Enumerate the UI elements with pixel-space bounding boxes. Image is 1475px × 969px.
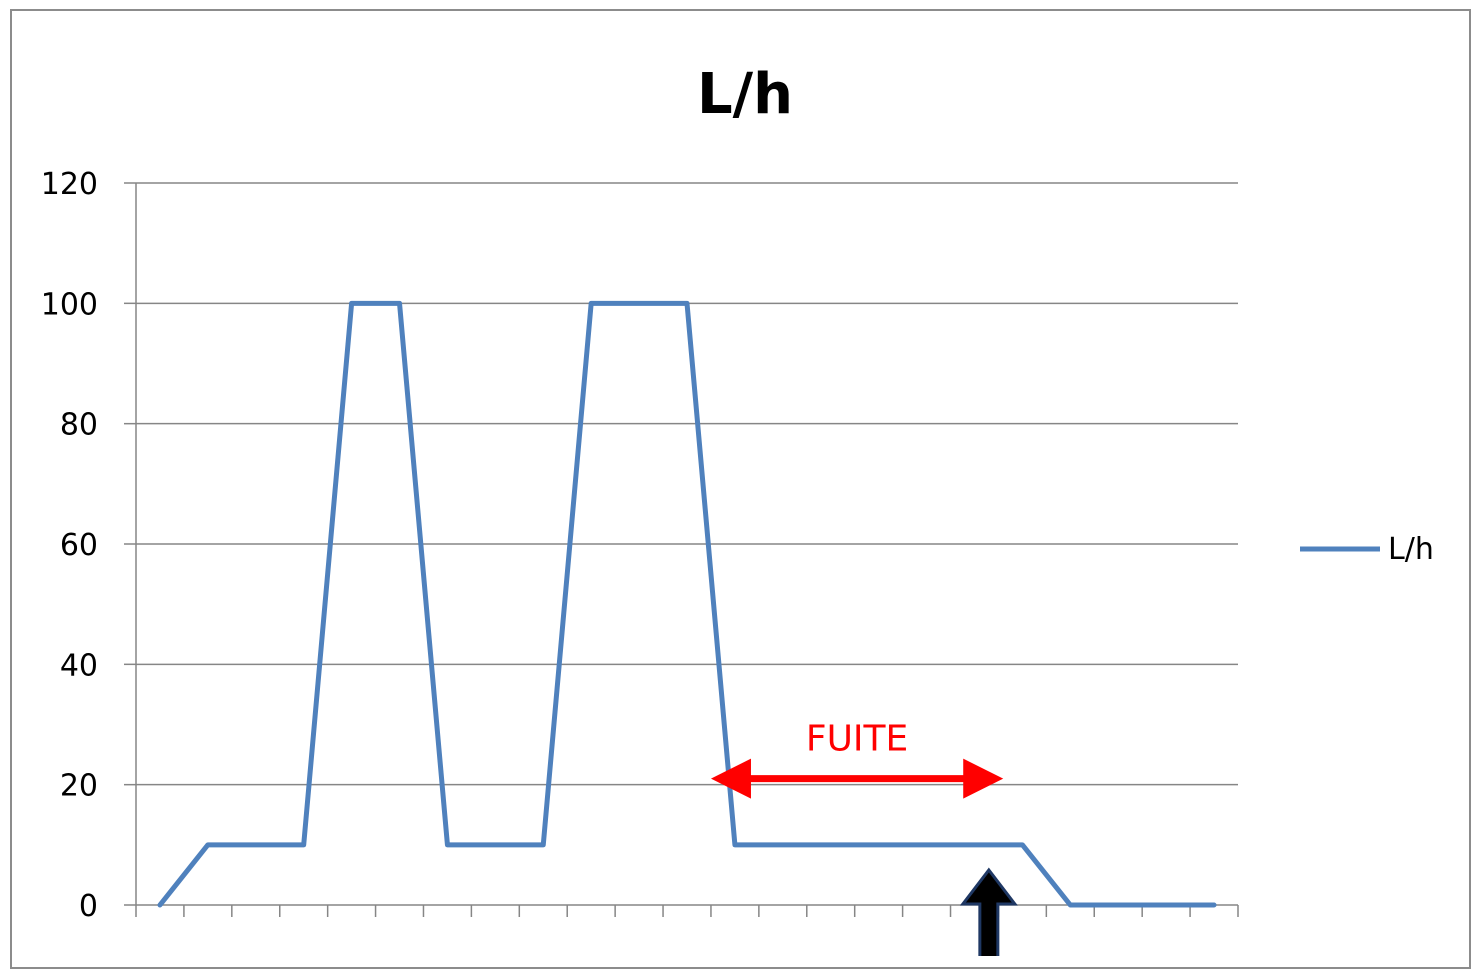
y-tick-label: 120 — [41, 167, 98, 202]
leak-arrowhead-right — [963, 759, 1003, 799]
legend: L/h — [1300, 532, 1434, 567]
series-line — [160, 303, 1214, 905]
marker-annotation — [963, 870, 1015, 956]
leak-label: FUITE — [806, 719, 908, 760]
y-tick-label: 40 — [60, 648, 98, 683]
y-tick-label: 100 — [41, 287, 98, 322]
up-arrow-icon — [963, 870, 1015, 956]
axes: 0 20 40 60 80 100 120 — [41, 167, 1238, 924]
legend-label: L/h — [1388, 532, 1434, 567]
series-layer — [160, 303, 1214, 905]
y-tick-label: 80 — [60, 408, 98, 443]
y-tick-label: 0 — [79, 889, 98, 924]
leak-annotation: FUITE — [711, 719, 1003, 799]
y-tick-label: 60 — [60, 528, 98, 563]
annotations: FUITE — [711, 719, 1015, 956]
chart-title: L/h — [697, 62, 793, 127]
gridlines — [136, 183, 1238, 785]
y-tick-label: 20 — [60, 769, 98, 804]
